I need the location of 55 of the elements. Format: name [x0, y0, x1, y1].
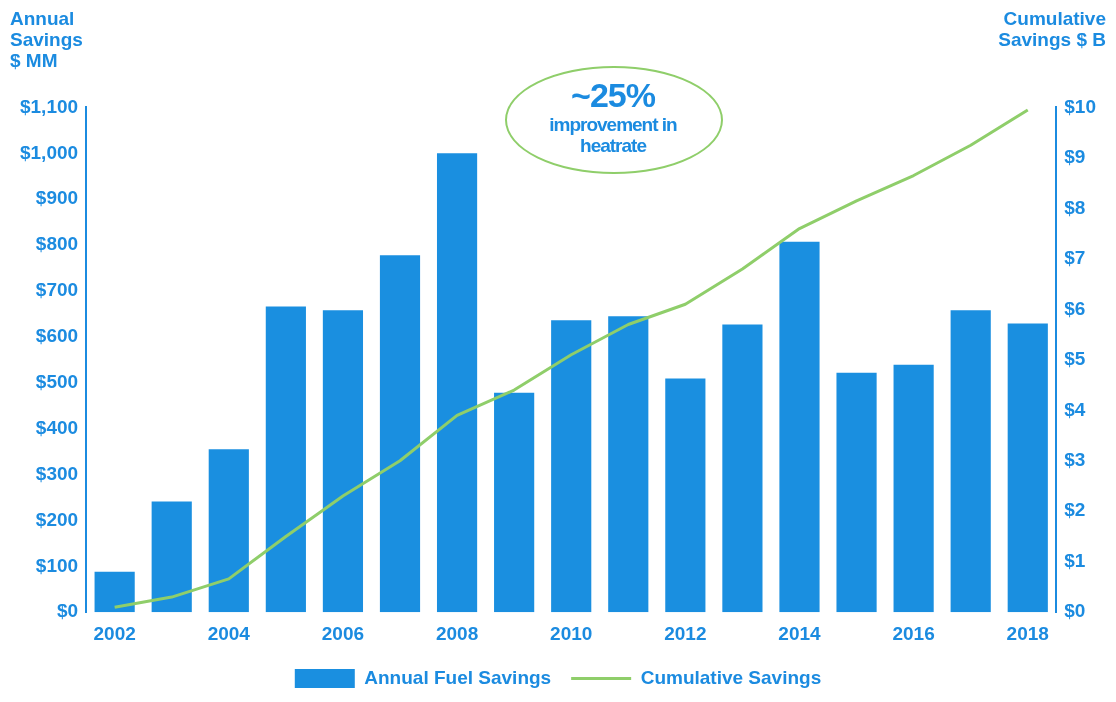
- bar: [836, 372, 877, 613]
- y2-tick-label: $7: [1064, 247, 1086, 269]
- x-tick-label: 2012: [664, 622, 707, 644]
- x-tick-label: 2004: [207, 622, 251, 644]
- x-tick-label: 2010: [550, 622, 593, 644]
- y-tick-label: $600: [35, 325, 79, 347]
- bar: [265, 306, 306, 613]
- bar: [722, 324, 763, 613]
- x-tick-label: 2002: [93, 622, 136, 644]
- y2-tick-label: $10: [1064, 95, 1096, 117]
- y-tick-label: $0: [56, 600, 79, 622]
- y-tick-label: $900: [35, 187, 79, 209]
- y-tick-label: $300: [35, 462, 79, 484]
- y2-tick-label: $9: [1064, 146, 1086, 168]
- y-tick-label: $400: [35, 416, 79, 438]
- y-tick-label: $500: [35, 370, 79, 392]
- y2-tick-label: $8: [1064, 196, 1086, 218]
- legend-label: Annual Fuel Savings: [364, 666, 552, 688]
- y2-tick-label: $1: [1064, 549, 1086, 571]
- bar: [94, 571, 135, 613]
- y-tick-label: $700: [35, 279, 79, 301]
- annotation: improvement in heatrate: [548, 114, 678, 156]
- y2-tick-label: $5: [1064, 348, 1086, 370]
- y-tick-label: $200: [35, 508, 79, 530]
- y2-axis-title: Cumulative Savings $ B: [997, 8, 1106, 50]
- bar: [1007, 323, 1048, 613]
- bar: [779, 241, 820, 613]
- y-tick-label: $800: [35, 233, 79, 255]
- bar: [608, 316, 649, 613]
- bar: [950, 310, 991, 613]
- bar: [551, 320, 592, 613]
- y2-tick-label: $3: [1064, 448, 1086, 470]
- bar: [151, 501, 192, 613]
- x-tick-label: 2018: [1006, 622, 1049, 644]
- bar: [379, 255, 421, 613]
- bar: [893, 364, 934, 613]
- annotation: ~25%: [570, 76, 656, 114]
- bar: [665, 378, 706, 613]
- y2-tick-label: $4: [1064, 398, 1086, 420]
- bar: [494, 392, 535, 613]
- x-tick-label: 2008: [435, 622, 479, 644]
- y-tick-label: $1,000: [19, 141, 79, 163]
- y-tick-label: $1,100: [19, 95, 79, 117]
- y2-tick-label: $0: [1064, 600, 1086, 622]
- y2-tick-label: $2: [1064, 499, 1086, 521]
- x-tick-label: 2016: [892, 622, 935, 644]
- bar: [322, 310, 364, 613]
- y-axis-title: Annual Savings $ MM: [10, 8, 84, 71]
- y2-tick-label: $6: [1064, 297, 1086, 319]
- bar: [208, 449, 249, 613]
- legend-label: Cumulative Savings: [640, 666, 822, 688]
- bar: [436, 153, 478, 613]
- x-tick-label: 2014: [778, 622, 822, 644]
- x-tick-label: 2006: [321, 622, 365, 644]
- y-tick-label: $100: [35, 554, 79, 576]
